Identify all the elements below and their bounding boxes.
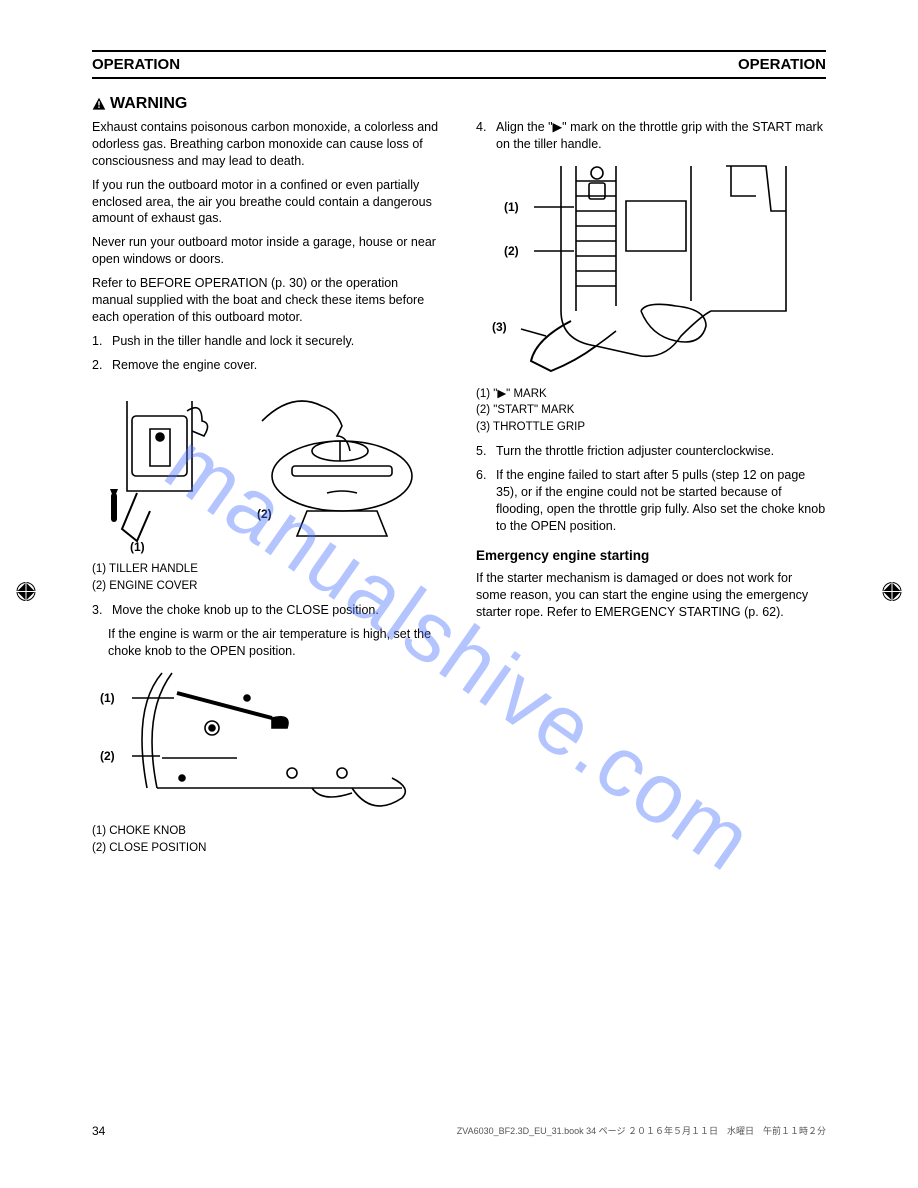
fig3-callout-2: (2) [504, 243, 519, 259]
step-5-text: Turn the throttle friction adjuster coun… [496, 443, 826, 460]
step-3-num: 3. [92, 602, 108, 619]
step-4-num: 4. [476, 119, 492, 153]
section-title: WARNING [92, 95, 826, 113]
fig1-callout-2: (2) [257, 506, 272, 522]
step-1-text: Push in the tiller handle and lock it se… [112, 333, 442, 350]
emergency-text: If the starter mechanism is damaged or d… [476, 570, 826, 621]
figure-3-svg [476, 161, 826, 381]
header-bar: OPERATION OPERATION [92, 50, 826, 79]
step-1-num: 1. [92, 333, 108, 350]
right-column: 4. Align the "▶" mark on the throttle gr… [476, 119, 826, 864]
fig1-label-1: (1) TILLER HANDLE [92, 562, 442, 578]
fig3-label-2: (2) "START" MARK [476, 403, 826, 419]
page-root: OPERATION OPERATION WARNING Exhaust cont… [0, 0, 918, 1188]
section-heading: WARNING [110, 95, 187, 113]
figure-2: (1) (2) [92, 668, 442, 818]
figure-1-labels: (1) TILLER HANDLE (2) ENGINE COVER [92, 562, 442, 594]
step-1: 1. Push in the tiller handle and lock it… [92, 333, 442, 350]
body-columns: Exhaust contains poisonous carbon monoxi… [92, 119, 826, 864]
figure-2-labels: (1) CHOKE KNOB (2) CLOSE POSITION [92, 824, 442, 856]
fig2-label-1: (1) CHOKE KNOB [92, 824, 442, 840]
registration-mark-left-icon [16, 582, 36, 607]
emergency-subheading: Emergency engine starting [476, 547, 826, 565]
figure-1: (1) (2) [92, 381, 442, 556]
registration-mark-right-icon [882, 582, 902, 607]
fig2-label-2: (2) CLOSE POSITION [92, 841, 442, 857]
figure-1-svg [92, 381, 442, 556]
fig3-callout-1: (1) [504, 199, 519, 215]
figure-2-svg [92, 668, 442, 818]
page-number: 34 [92, 1124, 105, 1138]
step-2: 2. Remove the engine cover. [92, 357, 442, 374]
left-column: Exhaust contains poisonous carbon monoxi… [92, 119, 442, 864]
fig3-label-3: (3) THROTTLE GRIP [476, 420, 826, 436]
fig2-callout-2: (2) [100, 748, 115, 764]
figure-3-labels: (1) "▶" MARK (2) "START" MARK (3) THROTT… [476, 387, 826, 436]
step-5: 5. Turn the throttle friction adjuster c… [476, 443, 826, 460]
fig3-label-1: (1) "▶" MARK [476, 387, 826, 403]
note-para: Refer to BEFORE OPERATION (p. 30) or the… [92, 275, 442, 326]
fig1-callout-1: (1) [130, 539, 145, 555]
header-left: OPERATION [92, 56, 180, 73]
intro-para-1: Exhaust contains poisonous carbon monoxi… [92, 119, 442, 170]
step-6-text: If the engine failed to start after 5 pu… [496, 467, 826, 535]
warning-triangle-icon [92, 97, 106, 111]
intro-para-3: Never run your outboard motor inside a g… [92, 234, 442, 268]
figure-3: (1) (2) (3) [476, 161, 826, 381]
step-2-num: 2. [92, 357, 108, 374]
fig2-callout-1: (1) [100, 690, 115, 706]
fig3-callout-3: (3) [492, 319, 507, 335]
step-3-extra: If the engine is warm or the air tempera… [108, 626, 442, 660]
header-right: OPERATION [738, 56, 826, 73]
step-2-text: Remove the engine cover. [112, 357, 442, 374]
step-5-num: 5. [476, 443, 492, 460]
fig1-label-2: (2) ENGINE COVER [92, 579, 442, 595]
intro-para-2: If you run the outboard motor in a confi… [92, 177, 442, 228]
step-4-text: Align the "▶" mark on the throttle grip … [496, 119, 826, 153]
book-ref: ZVA6030_BF2.3D_EU_31.book 34 ページ ２０１６年５月… [457, 1124, 826, 1138]
step-6: 6. If the engine failed to start after 5… [476, 467, 826, 535]
step-3-text: Move the choke knob up to the CLOSE posi… [112, 602, 442, 619]
page-footer: 34 ZVA6030_BF2.3D_EU_31.book 34 ページ ２０１６… [92, 1124, 826, 1138]
step-4: 4. Align the "▶" mark on the throttle gr… [476, 119, 826, 153]
step-6-num: 6. [476, 467, 492, 535]
step-3: 3. Move the choke knob up to the CLOSE p… [92, 602, 442, 619]
